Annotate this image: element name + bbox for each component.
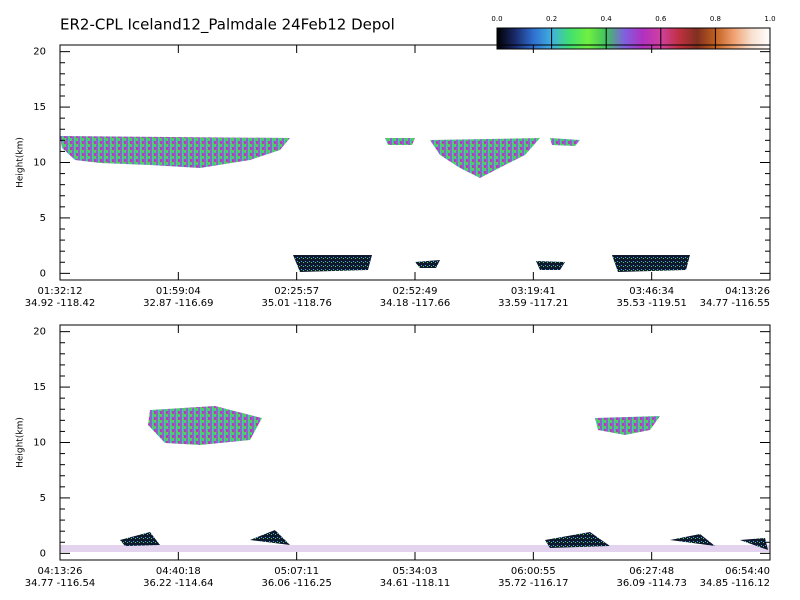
colorbar-tick-label: 0.8 [710,15,721,23]
y-tick-label: 0 [40,548,46,559]
colorbar-tick-label: 0.0 [491,15,502,23]
y-axis-label: Height(km) [16,137,26,188]
y-tick-label: 20 [33,327,46,338]
x-tick-time: 05:07:11 [274,566,319,577]
cloud-region [60,136,290,168]
y-tick-label: 10 [33,438,46,449]
title: ER2-CPL Iceland12_Palmdale 24Feb12 Depol [60,16,395,35]
cloud-region [415,260,440,268]
y-tick-label: 15 [33,102,46,113]
x-tick-position: 32.87 -116.69 [143,298,213,309]
x-tick-position: 34.18 -117.66 [380,298,450,309]
x-tick-position: 36.06 -116.25 [261,578,331,589]
x-tick-position: 34.77 -116.55 [700,298,770,309]
x-tick-time: 01:59:04 [156,286,201,297]
colorbar-tick-label: 0.4 [601,15,613,23]
cloud-region [612,255,690,272]
cloud-region [536,261,565,270]
cloud-region [550,138,580,146]
colorbar-tick-label: 0.6 [655,15,667,23]
cloud-region [293,255,372,272]
x-tick-time: 04:40:18 [156,566,201,577]
x-tick-time: 06:00:55 [511,566,556,577]
cloud-regions-top [60,136,690,272]
x-tick-position: 36.22 -114.64 [143,578,213,589]
x-tick-time: 04:13:26 [725,286,770,297]
x-tick-position: 34.85 -116.12 [700,578,770,589]
colorbar-tick-label: 1.0 [764,15,775,23]
colorbar-tick-label: 0.2 [546,15,557,23]
cloud-region [148,406,262,445]
cloud-regions-bottom [60,406,770,552]
cloud-region [430,138,540,178]
x-tick-time: 03:46:34 [629,286,674,297]
x-tick-position: 34.77 -116.54 [25,578,95,589]
x-tick-time: 06:54:40 [725,566,770,577]
x-tick-position: 36.09 -114.73 [616,578,686,589]
x-tick-time: 02:25:57 [274,286,319,297]
cloud-region [60,545,770,552]
x-tick-position: 35.72 -116.17 [498,578,568,589]
y-tick-label: 20 [33,47,46,58]
x-tick-time: 04:13:26 [38,566,83,577]
x-tick-position: 34.92 -118.42 [25,298,95,309]
y-tick-label: 5 [40,493,46,504]
x-tick-position: 33.59 -117.21 [498,298,568,309]
y-tick-label: 10 [33,158,46,169]
x-tick-position: 34.61 -118.11 [380,578,450,589]
y-tick-label: 0 [40,268,46,279]
x-tick-time: 02:52:49 [393,286,438,297]
x-tick-time: 01:32:12 [38,286,83,297]
y-axis-label: Height(km) [16,417,26,468]
colorbar [496,27,771,50]
x-tick-time: 03:19:41 [511,286,556,297]
x-tick-position: 35.53 -119.51 [616,298,686,309]
x-tick-position: 35.01 -118.76 [261,298,331,309]
cloud-region [595,416,660,435]
x-tick-time: 05:34:03 [393,566,438,577]
y-tick-label: 15 [33,382,46,393]
x-tick-time: 06:27:48 [629,566,674,577]
cloud-region [385,138,415,145]
y-tick-label: 5 [40,213,46,224]
cloud-region [120,530,768,550]
